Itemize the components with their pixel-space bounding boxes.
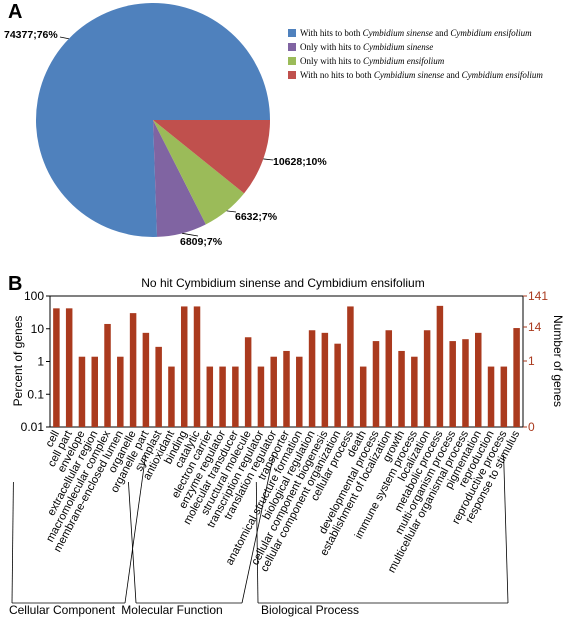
bar-molecular-transducer [232, 366, 239, 427]
bar-transcription-regulator [257, 366, 265, 427]
legend-swatch-sinense [288, 43, 296, 51]
bar-localization [423, 330, 431, 427]
legend-entry-ensifolium: Only with hits to Cymbidium ensifolium [300, 56, 445, 66]
pie-slice-sinense [153, 120, 206, 237]
bar-response-to-stimulus [513, 328, 520, 427]
bar-anatomical-structure-formation [296, 356, 303, 427]
legend-swatch-none [288, 71, 296, 79]
bar-cellular-process [347, 306, 354, 427]
slice-label-sinense: 6809;7% [180, 236, 223, 248]
bar-organelle [129, 313, 137, 427]
left-tick-label: 10 [31, 322, 45, 336]
bar-establishment-of-localization [385, 330, 393, 427]
left-tick-label: 0.01 [21, 420, 45, 434]
bar-death [359, 366, 367, 427]
left-tick-label: 0.1 [27, 387, 44, 401]
bar-growth [398, 350, 405, 427]
bar-extracellular-region [91, 356, 98, 427]
group-label: Cellular Component [9, 603, 116, 617]
group-bracket-right [503, 454, 509, 604]
bar-developmental-process [372, 341, 380, 427]
bar-cellular-component-organization [334, 343, 341, 427]
bar-antioxidant [168, 366, 175, 427]
panel-a-letter: A [8, 1, 22, 23]
bar-reproduction [487, 366, 495, 427]
legend-entry-sinense: Only with hits to Cymbidium sinense [300, 42, 433, 52]
bar-pigmentation [475, 332, 482, 427]
bar-organelle-part [142, 332, 150, 427]
bar-cell [53, 308, 60, 427]
group-brackets: Cellular Component Molecular Function Biol… [9, 454, 509, 617]
right-tick-label: 14 [528, 320, 542, 334]
pie-legend: With hits to both Cymbidium sinense and … [288, 28, 543, 80]
panel-b-letter: B [8, 273, 22, 295]
slice-label-both: 74377;76% [4, 29, 58, 41]
pie-slice-both [36, 3, 271, 238]
bar-cell-part [65, 308, 73, 427]
group-label: Biological Process [261, 603, 359, 617]
legend-swatch-ensifolium [288, 57, 296, 65]
legend-entry-both: With hits to both Cymbidium sinense and … [300, 28, 532, 38]
bar-multi-organism-process [449, 341, 456, 427]
bar-translation-regulator [270, 356, 277, 427]
bar-cellular-component-biogenesis [321, 332, 329, 427]
bar-catalytic [193, 306, 201, 427]
pie-leader-both [59, 36, 69, 40]
bars [53, 305, 520, 427]
left-tick-label: 1 [37, 355, 44, 369]
slice-label-ensifolium: 6632;7% [235, 211, 278, 223]
bar-chart-title: No hit Cymbidium sinense and Cymbidium e… [141, 276, 424, 290]
bar-binding [180, 306, 188, 427]
slice-label-none: 10628;10% [273, 156, 327, 168]
bar-multicellular-organismal-process [462, 339, 469, 427]
bar-transporter [283, 350, 290, 427]
group-bracket-right [241, 454, 274, 604]
group-bracket-right [124, 454, 147, 604]
pie-leader-lines [59, 36, 274, 237]
group-bracket-left [255, 481, 259, 604]
y-axis-title-right: Number of genes [551, 315, 565, 407]
bar-metabolic-process [436, 305, 444, 427]
bar-chart-panel: B No hit Cymbidium sinense and Cymbidium… [8, 273, 565, 617]
pie-leader-none [263, 158, 274, 161]
bar-biological-regulation [308, 330, 316, 427]
bar-reproductive-process [500, 366, 508, 427]
group-bracket-left [128, 481, 137, 604]
bar-electron-carrier [206, 366, 214, 427]
bar-macromolecular-complex [104, 323, 111, 427]
bar-structural-molecule [244, 337, 252, 427]
pie-leader-sinense [182, 232, 199, 237]
pie-chart-panel: A 74377;76% 6809;7% 6632;7% 10628;10% Wi… [4, 1, 543, 248]
bar-enzyme-regulator [219, 366, 226, 427]
pie-slice-none [153, 120, 270, 194]
bar-envelope [78, 356, 86, 427]
pie-leader-ensifolium [226, 210, 237, 213]
bar-symplast [155, 346, 162, 427]
right-tick-label: 141 [528, 289, 548, 303]
legend-swatch-both [288, 29, 296, 37]
pie-slice-ensifolium [153, 120, 245, 225]
group-label: Molecular Function [121, 603, 222, 617]
right-tick-label: 0 [528, 420, 535, 434]
legend-entry-none: With no hits to both Cymbidium sinense a… [300, 70, 543, 80]
group-bracket-left [11, 481, 14, 604]
left-axis-ticks: 100 10 1 0.1 0.01 [21, 289, 50, 434]
bar-immune-system-process [411, 356, 418, 427]
y-axis-title-left: Percent of genes [11, 316, 25, 407]
right-tick-label: 1 [528, 354, 535, 368]
pie-slices [36, 3, 271, 238]
bar-membrane-enclosed-lumen [117, 356, 124, 427]
left-tick-label: 100 [24, 289, 44, 303]
